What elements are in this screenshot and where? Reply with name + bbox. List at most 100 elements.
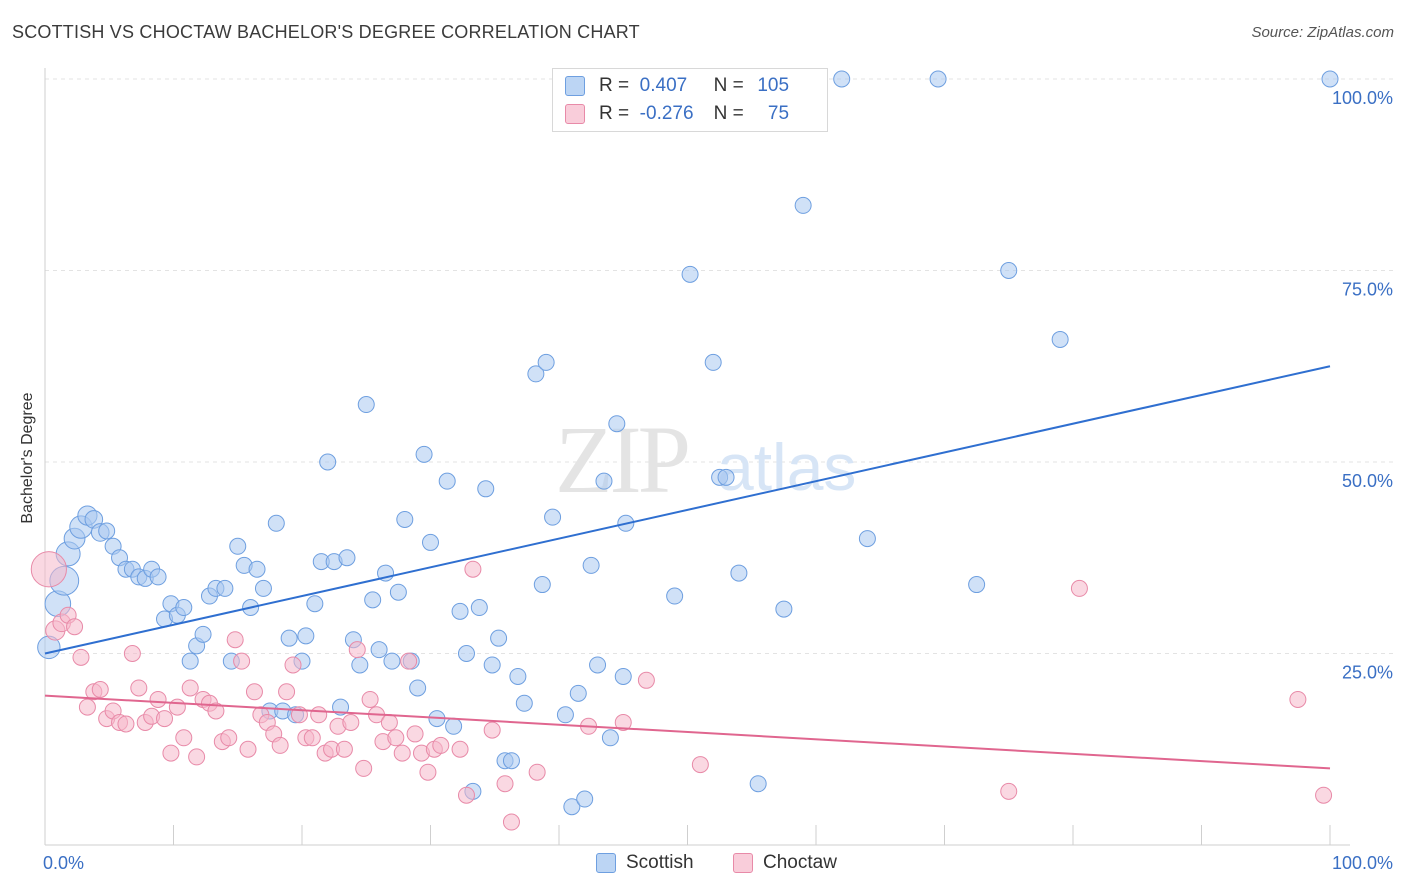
scottish-point [681, 265, 699, 283]
choctaw-point [175, 729, 193, 747]
choctaw-point [1289, 690, 1307, 708]
scottish-point [490, 629, 508, 647]
legend-swatch-choctaw [565, 104, 585, 124]
scottish-point [614, 667, 632, 685]
choctaw-point [406, 725, 424, 743]
scottish-point [451, 602, 469, 620]
scottish-point [364, 591, 382, 609]
scottish-point [181, 652, 199, 670]
legend-n-label: N = [713, 75, 744, 96]
choctaw-point [245, 683, 263, 701]
scottish-point [730, 564, 748, 582]
scottish-point [409, 679, 427, 697]
bottom-legend-scottish: Scottish [596, 852, 694, 874]
choctaw-point [30, 551, 67, 588]
bottom-swatch-scottish [596, 853, 616, 873]
bottom-legend-choctaw: Choctaw [733, 852, 837, 874]
scottish-point [389, 583, 407, 601]
scottish-point [438, 472, 456, 490]
legend-n-label: N = [713, 103, 744, 124]
scottish-point [794, 196, 812, 214]
x-tick-label: 100.0% [1332, 853, 1393, 873]
correlation-legend: R = 0.407 N = 105 R = -0.276 N = 75 [552, 68, 828, 132]
y-tick-label: 75.0% [1342, 280, 1393, 300]
legend-row-scottish: R = 0.407 N = 105 [565, 73, 789, 99]
choctaw-trend-line [44, 694, 1331, 770]
legend-row-choctaw: R = -0.276 N = 75 [565, 101, 789, 127]
choctaw-point [380, 713, 398, 731]
scottish-point [569, 684, 587, 702]
choctaw-point [271, 736, 289, 754]
choctaw-point [432, 736, 450, 754]
scottish-point [149, 568, 167, 586]
scottish-point [717, 468, 735, 486]
bottom-legend-label: Choctaw [763, 852, 837, 873]
choctaw-point [72, 648, 90, 666]
choctaw-point [691, 756, 709, 774]
y-tick-label: 100.0% [1332, 88, 1393, 108]
choctaw-point [400, 652, 418, 670]
scottish-point [601, 729, 619, 747]
bottom-swatch-choctaw [733, 853, 753, 873]
scottish-point [556, 706, 574, 724]
source-label: Source: ZipAtlas.com [1251, 24, 1394, 41]
choctaw-point [387, 729, 405, 747]
legend-r-label: R = [599, 75, 630, 96]
choctaw-point [181, 679, 199, 697]
choctaw-point [66, 618, 84, 636]
choctaw-point [207, 702, 225, 720]
legend-r-label: R = [599, 103, 630, 124]
scottish-point [254, 579, 272, 597]
trend-lines [44, 365, 1331, 770]
choctaw-point [220, 729, 238, 747]
scottish-point [582, 556, 600, 574]
y-tick-label: 25.0% [1342, 663, 1393, 683]
scottish-point [666, 587, 684, 605]
legend-swatch-scottish [565, 76, 585, 96]
choctaw-point [91, 681, 109, 699]
scottish-point [445, 717, 463, 735]
scottish-point [370, 641, 388, 659]
scottish-point [332, 698, 350, 716]
scottish-point [533, 576, 551, 594]
scottish-point [477, 480, 495, 498]
scottish-point [396, 510, 414, 528]
choctaw-point [419, 763, 437, 781]
choctaw-point [156, 710, 174, 728]
choctaw-point [614, 713, 632, 731]
choctaw-point [637, 671, 655, 689]
bottom-legend-label: Scottish [626, 852, 694, 873]
scottish-point [483, 656, 501, 674]
scottish-point [319, 453, 337, 471]
scottish-point [175, 599, 193, 617]
choctaw-point [162, 744, 180, 762]
choctaw-point [457, 786, 475, 804]
choctaw-point [130, 679, 148, 697]
scottish-point [1321, 70, 1339, 88]
choctaw-point [361, 690, 379, 708]
scottish-points [37, 70, 1339, 816]
scottish-point [704, 353, 722, 371]
scottish-point [563, 798, 581, 816]
choctaw-point [117, 715, 135, 733]
scottish-point [576, 790, 594, 808]
scottish-point [267, 514, 285, 532]
y-tick-label: 50.0% [1342, 471, 1393, 491]
scottish-point [929, 70, 947, 88]
scottish-point [502, 752, 520, 770]
scottish-point [1051, 330, 1069, 348]
choctaw-point [123, 645, 141, 662]
scottish-point [858, 530, 876, 548]
x-tick-label: 0.0% [43, 853, 84, 873]
scottish-point [248, 560, 266, 578]
choctaw-point [303, 729, 321, 747]
scottish-point [749, 775, 767, 793]
chart-title: SCOTTISH VS CHOCTAW BACHELOR'S DEGREE CO… [12, 22, 640, 42]
watermark: ZIP atlas [555, 406, 856, 513]
choctaw-point [226, 631, 244, 649]
scottish-point [537, 353, 555, 371]
scottish-trend-line [44, 365, 1331, 655]
choctaw-point [233, 652, 251, 670]
scottish-point [422, 533, 439, 551]
scottish-point [194, 625, 212, 643]
